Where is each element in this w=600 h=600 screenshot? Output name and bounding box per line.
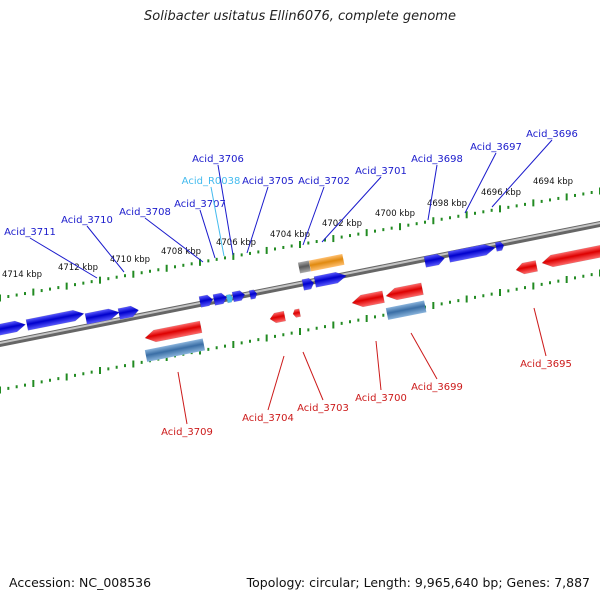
forward-gene-arrow bbox=[117, 305, 140, 320]
forward-gene-arrow bbox=[313, 272, 347, 288]
gene-label: Acid_3703 bbox=[297, 403, 349, 414]
ruler-label: 4694 kbp bbox=[533, 177, 573, 187]
forward-gene-arrow bbox=[248, 289, 258, 300]
reverse-gene-arrow bbox=[515, 260, 538, 275]
forward-gene-callout: Acid_3701 bbox=[321, 166, 407, 243]
inner-tick-ruler bbox=[0, 269, 600, 394]
outer-tick-ruler bbox=[0, 187, 600, 302]
reverse-gene-callout: Acid_3704 bbox=[242, 355, 294, 424]
forward-gene-callout: Acid_3697 bbox=[464, 142, 522, 214]
label-leader-line bbox=[302, 351, 324, 401]
reverse-gene-arrow bbox=[541, 244, 600, 268]
gene-label: Acid_3696 bbox=[526, 129, 578, 140]
forward-gene-arrow bbox=[494, 241, 505, 252]
page-title: Solibacter usitatus Ellin6076, complete … bbox=[144, 9, 456, 24]
cds-feature-box bbox=[308, 253, 345, 272]
reverse-gene-callout: Acid_3695 bbox=[520, 307, 572, 370]
cds-feature-box bbox=[144, 338, 206, 362]
gene-label: Acid_3699 bbox=[411, 382, 463, 393]
gene-label: Acid_3704 bbox=[242, 413, 294, 424]
ruler-label: 4714 kbp bbox=[2, 270, 42, 280]
label-leader-line bbox=[533, 307, 547, 357]
ruler-label: 4710 kbp bbox=[110, 255, 150, 265]
genome-summary-text: Topology: circular; Length: 9,965,640 bp… bbox=[246, 575, 590, 590]
label-leader-line bbox=[302, 186, 325, 246]
gene-label: Acid_3701 bbox=[355, 166, 407, 177]
gene-label: Acid_3711 bbox=[4, 227, 56, 238]
label-leader-line bbox=[375, 340, 382, 391]
label-leader-line bbox=[217, 164, 234, 256]
cds-feature-box bbox=[385, 300, 427, 320]
forward-gene-arrow bbox=[447, 244, 496, 263]
forward-gene-callout: Acid_3710 bbox=[61, 215, 125, 273]
forward-gene-callout: Acid_3698 bbox=[411, 154, 463, 221]
reverse-gene-arrow bbox=[351, 290, 385, 308]
reverse-gene-arrow bbox=[385, 282, 424, 301]
label-leader-line bbox=[210, 186, 225, 257]
forward-gene-callout: Acid_3711 bbox=[4, 227, 98, 279]
forward-gene-callout: Acid_3708 bbox=[119, 207, 204, 263]
forward-gene-arrow bbox=[423, 253, 446, 268]
forward-gene-callout: Acid_3702 bbox=[298, 176, 350, 246]
label-leader-line bbox=[246, 186, 269, 254]
forward-gene-callout: Acid_3706 bbox=[192, 154, 244, 256]
gene-label: Acid_3702 bbox=[298, 176, 350, 187]
ruler-label: 4712 kbp bbox=[58, 263, 98, 273]
gene-label: Acid_3706 bbox=[192, 154, 244, 165]
reverse-gene-callout: Acid_3703 bbox=[297, 351, 349, 414]
forward-gene-arrow bbox=[301, 277, 315, 291]
label-leader-line bbox=[199, 209, 216, 259]
forward-gene-arrow bbox=[212, 292, 228, 306]
cds-feature-box bbox=[297, 260, 311, 274]
reverse-gene-callout: Acid_3699 bbox=[410, 332, 463, 393]
accession-text: Accession: NC_008536 bbox=[9, 575, 152, 590]
reverse-gene-callout: Acid_3709 bbox=[161, 371, 213, 438]
label-leader-line bbox=[464, 152, 497, 214]
reverse-gene-arrow bbox=[269, 310, 286, 324]
gene-label: Acid_3710 bbox=[61, 215, 113, 226]
label-leader-line bbox=[86, 225, 125, 273]
ruler-label: 4702 kbp bbox=[322, 219, 362, 229]
forward-gene-callout: Acid_R0038 bbox=[182, 176, 241, 257]
forward-gene-arrow bbox=[198, 294, 214, 308]
label-leader-line bbox=[427, 164, 438, 221]
forward-gene-arrow bbox=[231, 290, 246, 303]
gene-label: Acid_3698 bbox=[411, 154, 463, 165]
forward-gene-callout: Acid_3696 bbox=[491, 129, 578, 208]
ruler-label: 4708 kbp bbox=[161, 247, 201, 257]
forward-gene-arrow bbox=[0, 320, 26, 336]
reverse-gene-arrow bbox=[292, 308, 301, 318]
forward-gene-arrow bbox=[25, 309, 85, 331]
label-leader-line bbox=[410, 332, 438, 380]
label-leader-line bbox=[177, 371, 188, 425]
reverse-gene-arrow bbox=[144, 320, 203, 343]
reverse-gene-callout: Acid_3700 bbox=[355, 340, 407, 404]
ruler-label: 4698 kbp bbox=[427, 199, 467, 209]
label-leader-line bbox=[144, 217, 204, 263]
ruler-label: 4706 kbp bbox=[216, 238, 256, 248]
ruler-label: 4696 kbp bbox=[481, 188, 521, 198]
gene-label: Acid_3709 bbox=[161, 427, 213, 438]
forward-gene-callout: Acid_3707 bbox=[174, 199, 226, 259]
ruler-label: 4704 kbp bbox=[270, 230, 310, 240]
gene-label: Acid_R0038 bbox=[182, 176, 241, 187]
gene-label: Acid_3707 bbox=[174, 199, 226, 210]
label-leader-line bbox=[491, 139, 553, 208]
label-leader-line bbox=[267, 355, 285, 411]
label-leader-line bbox=[321, 176, 382, 243]
gene-label: Acid_3697 bbox=[470, 142, 522, 153]
genome-backbone bbox=[0, 220, 600, 348]
label-leader-line bbox=[29, 237, 98, 279]
gene-label: Acid_3700 bbox=[355, 393, 407, 404]
forward-gene-arrow bbox=[84, 308, 120, 325]
rna-gene-arrow bbox=[225, 294, 234, 304]
forward-gene-callout: Acid_3705 bbox=[242, 176, 294, 254]
gene-label: Acid_3705 bbox=[242, 176, 294, 187]
ruler-label: 4700 kbp bbox=[375, 209, 415, 219]
gene-label: Acid_3708 bbox=[119, 207, 171, 218]
gene-label: Acid_3695 bbox=[520, 359, 572, 370]
